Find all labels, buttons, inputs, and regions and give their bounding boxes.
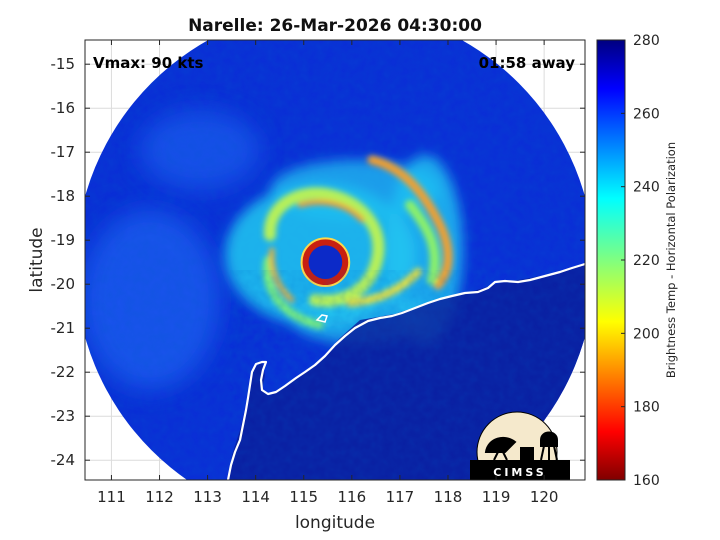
- y-tick-label: -17: [51, 143, 76, 161]
- x-tick-label: 114: [241, 488, 270, 506]
- brightness-swath: [85, 40, 585, 480]
- colorbar-tick-label: 200: [633, 326, 660, 342]
- y-tick-label: -21: [51, 319, 76, 337]
- y-tick-labels: -15 -16 -17 -18 -19 -20 -21 -22 -23 -24: [51, 55, 76, 469]
- satellite-dish-icon: [484, 436, 517, 461]
- colorbar-tick-label: 160: [633, 473, 660, 489]
- logo-text: CIMSS: [493, 466, 546, 479]
- vmax-annotation: Vmax: 90 kts: [93, 54, 203, 72]
- colorbar-tick-label: 180: [633, 400, 660, 416]
- x-tick-label: 118: [434, 488, 463, 506]
- colorbar-ticks: [621, 39, 625, 481]
- colorbar-tick-label: 280: [633, 33, 660, 49]
- x-ticks: [110, 40, 545, 480]
- cimss-logo: CIMSS: [470, 411, 570, 480]
- x-tick-label: 120: [530, 488, 559, 506]
- y-axis-label: latitude: [27, 227, 47, 292]
- x-tick-label: 112: [145, 488, 174, 506]
- colorbar-tick-label: 240: [633, 180, 660, 196]
- logo-base: [470, 460, 570, 480]
- spiral-band-orange: [367, 155, 453, 290]
- y-tick-label: -15: [51, 55, 76, 73]
- x-tick-label: 117: [386, 488, 415, 506]
- y-tick-label: -16: [51, 99, 76, 117]
- y-tick-label: -24: [51, 451, 76, 469]
- colorbar-tick-labels: 280 260 240 220 200 180 160: [633, 33, 660, 489]
- colorbar-tick-label: 260: [633, 106, 660, 122]
- time-away-annotation: 01:58 away: [479, 54, 576, 72]
- water-tower-icon: [540, 431, 558, 461]
- x-tick-labels: 111 112 113 114 115 116 117 118 119 120: [97, 488, 558, 506]
- colorbar-tick-label: 220: [633, 253, 660, 269]
- colorbar: 280 260 240 220 200 180 160 Brightness Temp - …: [596, 33, 678, 489]
- colorbar-label: Brightness Temp - Horizontal Polarizatio…: [664, 142, 678, 378]
- island-outline: [315, 314, 328, 323]
- x-tick-label: 119: [482, 488, 511, 506]
- coastline: [226, 262, 585, 480]
- chart-title: Narelle: 26-Mar-2026 04:30:00: [188, 16, 482, 36]
- x-tick-label: 116: [338, 488, 367, 506]
- plot-area: CIMSS: [85, 40, 585, 480]
- x-tick-label: 115: [289, 488, 318, 506]
- colorbar-gradient: [596, 39, 626, 481]
- y-tick-label: -22: [51, 363, 76, 381]
- y-tick-label: -19: [51, 231, 76, 249]
- y-tick-label: -20: [51, 275, 76, 293]
- x-axis-label: longitude: [295, 513, 375, 533]
- plot-frame: [84, 39, 586, 481]
- x-tick-label: 113: [193, 488, 222, 506]
- y-tick-label: -18: [51, 187, 76, 205]
- y-tick-label: -23: [51, 407, 76, 425]
- spiral-band-orange-n: [297, 199, 365, 223]
- logo-building: [520, 447, 534, 460]
- x-tick-label: 111: [97, 488, 126, 506]
- y-ticks: [85, 63, 585, 461]
